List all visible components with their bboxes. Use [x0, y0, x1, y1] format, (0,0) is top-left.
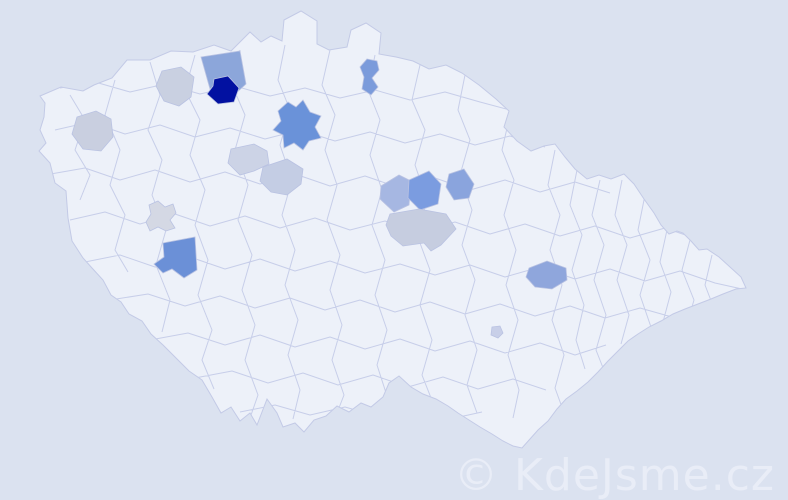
district-plzen-south — [153, 236, 198, 279]
district-nymburk-area — [379, 174, 412, 213]
district-chomutov-area — [155, 66, 195, 107]
district-liberec-area — [359, 58, 380, 96]
district-beroun-area — [227, 143, 270, 176]
district-plzen-city — [145, 200, 177, 232]
district-karlovy-vary-area — [71, 110, 114, 152]
district-svitavy-area — [525, 260, 568, 290]
district-chrudim-area — [385, 208, 457, 252]
district-benesov-area — [259, 158, 304, 196]
district-praha — [272, 99, 322, 151]
district-most-area — [206, 75, 240, 105]
district-pardubice-area — [407, 170, 442, 211]
district-usti-nad-orlici-area — [445, 168, 475, 201]
highlighted-districts — [71, 50, 568, 339]
watermark: © KdeJsme.cz — [454, 450, 775, 500]
district-border-mesh — [44, 44, 743, 420]
district-brno-city — [490, 325, 504, 339]
